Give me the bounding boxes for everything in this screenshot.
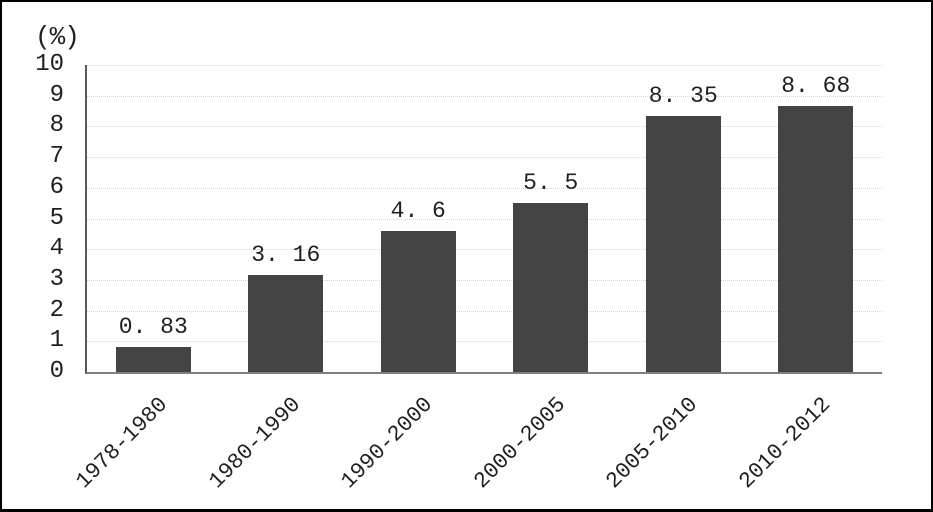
- gridline: [87, 157, 882, 159]
- y-tick-label: 0: [49, 358, 64, 385]
- y-tick-label: 2: [49, 296, 64, 324]
- bar: [645, 115, 721, 372]
- gridline: [87, 310, 882, 312]
- bar: [513, 203, 589, 372]
- gridline: [87, 249, 882, 251]
- y-tick-label: 8: [49, 112, 64, 140]
- bar: [380, 230, 456, 372]
- plot-area: 0. 83 3. 16 4. 6 5. 5 8. 35 8. 68: [85, 65, 882, 374]
- bar-value-label: 0. 83: [118, 313, 188, 340]
- bar-value-label: 3. 16: [251, 242, 321, 268]
- y-tick-label: 7: [49, 143, 64, 171]
- y-tick-label: 3: [49, 265, 64, 293]
- bar-value-label: 8. 35: [648, 82, 718, 109]
- bar: [115, 346, 191, 372]
- bar: [248, 275, 324, 372]
- y-axis-unit-label: (%): [35, 22, 80, 52]
- bar-value-label: 8. 68: [781, 72, 851, 99]
- y-tick-label: 1: [49, 327, 64, 355]
- y-tick-label: 4: [49, 235, 64, 263]
- gridline: [87, 65, 882, 66]
- y-tick-label: 9: [49, 81, 64, 109]
- gridline: [87, 95, 882, 97]
- y-tick-label: 5: [49, 204, 64, 232]
- gridline: [87, 279, 882, 281]
- x-category-label: 1990-2000: [336, 392, 439, 494]
- bar-value-label: 5. 5: [523, 170, 579, 197]
- bar-value-label: 4. 6: [390, 197, 446, 224]
- x-category-label: 1978-1980: [71, 392, 174, 494]
- gridline: [87, 126, 882, 128]
- bar: [778, 105, 854, 372]
- y-tick-label: 10: [35, 51, 64, 78]
- x-category-label: 2010-2012: [734, 392, 836, 494]
- y-tick-label: 6: [49, 173, 64, 201]
- gridline: [87, 218, 882, 220]
- x-category-label: 2005-2010: [601, 392, 704, 494]
- gridline: [87, 187, 882, 189]
- x-category-label: 1980-1990: [204, 392, 306, 494]
- gridline: [87, 341, 882, 343]
- x-category-label: 2000-2005: [469, 392, 571, 494]
